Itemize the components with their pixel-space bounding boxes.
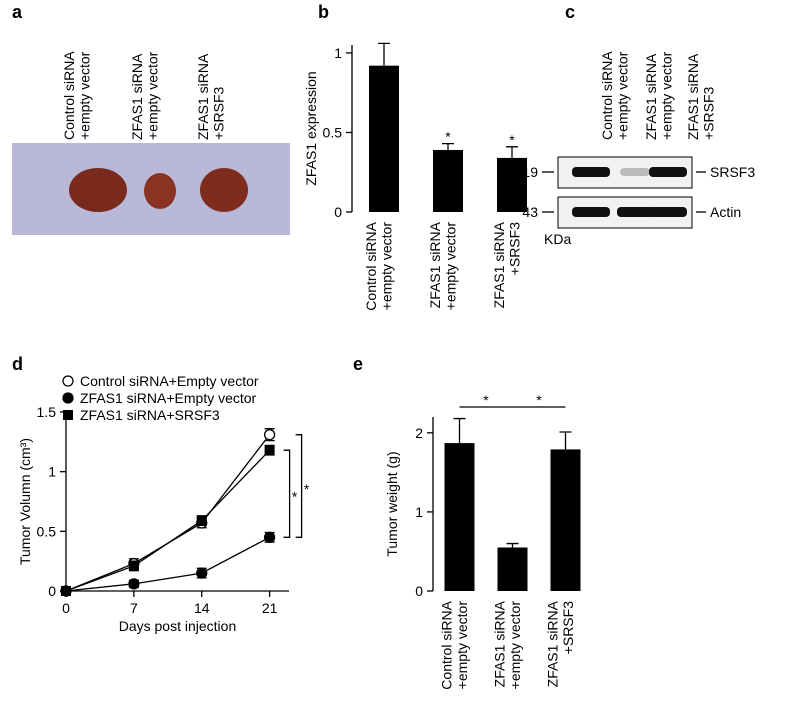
error-bar (453, 417, 466, 444)
lane-label: ZFAS1 siRNA+empty vector (643, 51, 674, 140)
tumor (69, 168, 127, 212)
y-axis-label: Tumor Volumn (cm³) (17, 438, 33, 565)
y-tick-label: 0.5 (37, 523, 57, 539)
error-bar (378, 42, 390, 66)
significance: * (292, 489, 298, 505)
bracket (283, 449, 291, 538)
error-bar (506, 542, 519, 548)
x-tick-label: ZFAS1 siRNA+SRSF3 (491, 221, 522, 308)
y-axis-label: Tumor weight (g) (384, 451, 400, 556)
legend-label: Control siRNA+Empty vector (80, 373, 259, 389)
x-axis-label: Days post injection (119, 618, 237, 634)
x-tick-label: 7 (130, 600, 138, 616)
significance: * (445, 129, 451, 145)
marker (128, 560, 139, 571)
protein-label: SRSF3 (710, 164, 755, 180)
y-axis-label: ZFAS1 expression (303, 71, 319, 185)
significance: * (304, 481, 310, 497)
lane-label: Control siRNA+empty vector (599, 51, 630, 140)
error-bar (442, 142, 454, 150)
marker (263, 429, 276, 441)
x-tick-label: 21 (262, 600, 278, 616)
marker (264, 445, 275, 456)
marker (62, 375, 74, 387)
x-tick-label: 14 (194, 600, 210, 616)
y-tick-label: 1 (48, 464, 56, 480)
y-tick-label: 0 (415, 583, 423, 599)
error-bar (559, 431, 572, 450)
x-tick-label: ZFAS1 siRNA+empty vector (427, 221, 458, 310)
marker (196, 515, 207, 526)
x-tick-label: ZFAS1 siRNA+SRSF3 (545, 600, 576, 687)
band (617, 207, 655, 217)
error-bar (506, 146, 518, 158)
x-tick-label: Control siRNA+empty vector (363, 221, 394, 310)
bar (550, 449, 581, 591)
panel-label: e (353, 354, 363, 374)
x-tick-label: ZFAS1 siRNA+empty vector (492, 600, 523, 689)
significance: * (483, 392, 489, 408)
lane-label: ZFAS1 siRNA+empty vector (129, 51, 160, 140)
band (572, 167, 610, 177)
line (65, 449, 271, 592)
line (65, 536, 270, 592)
x-tick-label: 0 (62, 600, 70, 616)
bar (497, 157, 527, 212)
band (649, 207, 687, 217)
legend-label: ZFAS1 siRNA+SRSF3 (80, 407, 220, 423)
y-tick-label: 1 (334, 45, 342, 61)
y-tick-label: 0 (48, 583, 56, 599)
y-tick-label: 0.5 (323, 124, 343, 140)
marker (63, 410, 73, 420)
y-tick-label: 0 (334, 204, 342, 220)
band (620, 168, 650, 176)
bar (369, 65, 399, 212)
band (572, 207, 610, 217)
y-tick-label: 1 (415, 504, 423, 520)
bar (497, 547, 528, 591)
protein-label: Actin (710, 204, 741, 220)
panel-label: a (12, 2, 23, 22)
lane-label: ZFAS1 siRNA+SRSF3 (195, 53, 226, 140)
marker (61, 586, 71, 596)
y-tick-label: 1.5 (37, 404, 57, 420)
marker (196, 567, 208, 579)
marker (62, 392, 74, 404)
significance: * (536, 392, 542, 408)
bar (433, 149, 463, 212)
lane-label: ZFAS1 siRNA+SRSF3 (685, 53, 716, 140)
y-tick-label: 2 (415, 425, 423, 441)
band (649, 167, 687, 177)
lane-label: Control siRNA+empty vector (61, 51, 92, 140)
x-tick-label: Control siRNA+empty vector (439, 600, 470, 689)
panel-label: d (12, 354, 23, 374)
marker (263, 531, 276, 543)
tumor (200, 168, 248, 212)
significance: * (509, 132, 515, 148)
panel-label: c (565, 2, 575, 22)
bracket (295, 434, 303, 538)
line (65, 434, 271, 592)
tumor (144, 173, 176, 209)
marker (128, 578, 140, 590)
legend-label: ZFAS1 siRNA+Empty vector (80, 390, 257, 406)
unit-label: KDa (544, 231, 571, 247)
panel-label: b (318, 2, 329, 22)
bar (444, 443, 475, 591)
